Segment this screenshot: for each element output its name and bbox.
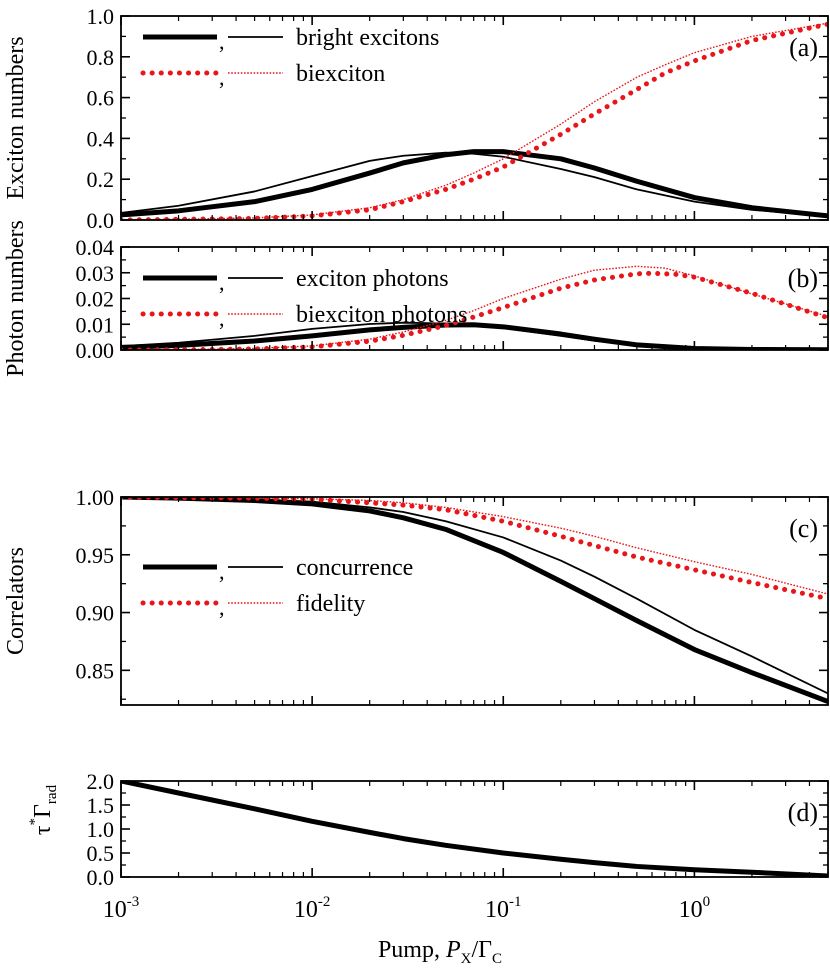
series-line-c-black-thin (121, 497, 828, 695)
xtick-label-2: 10-1 (485, 894, 521, 923)
xlabel-gamma-sub: C (492, 951, 502, 967)
xlabel-slash: / (471, 937, 478, 963)
ytick-label-c-1: 0.90 (76, 601, 115, 626)
legend-comma-a-0: , (219, 29, 225, 54)
panel-label-c: (c) (789, 514, 818, 543)
xtick-label-base-1: 10 (294, 897, 318, 923)
ytick-label-b-3: 0.03 (76, 261, 115, 286)
ytick-label-a-0: 0.0 (87, 208, 115, 233)
ytick-label-a-3: 0.6 (87, 86, 115, 111)
axes-frame-a (120, 15, 829, 221)
legend-label-a-1: biexciton (296, 61, 385, 87)
ytick-label-d-4: 2.0 (87, 769, 115, 794)
xtick-label-exp-2: -1 (509, 894, 521, 910)
legend-label-a-0: bright excitons (296, 25, 439, 51)
ytick-label-b-2: 0.02 (76, 287, 115, 312)
legend-label-c-1: fidelity (296, 591, 365, 617)
xtick-label-3: 100 (679, 894, 711, 923)
xtick-label-0: 10-3 (103, 894, 140, 923)
axes-frame-c (120, 496, 829, 706)
ytick-label-a-5: 1.0 (87, 4, 115, 29)
legend-comma-a-1: , (219, 65, 225, 90)
xtick-label-base-0: 10 (103, 897, 127, 923)
ytick-label-a-1: 0.2 (87, 167, 115, 192)
xlabel-gamma: Γ (478, 937, 492, 963)
axes-frame-b (120, 246, 829, 351)
ylabel-d-gamma: Γ (30, 804, 56, 818)
panel-c: 0.85 0.90 0.95 1.00 (c) Correlators, concurren… (3, 485, 829, 706)
xlabel-prefix: Pump, (378, 937, 446, 963)
legend-label-b-0: exciton photons (296, 266, 449, 292)
ylabel-d-tau: τ (30, 825, 56, 835)
legend-label-b-1: biexciton photons (296, 302, 467, 328)
ylabel-d-star: * (27, 818, 43, 826)
ytick-label-c-3: 1.00 (76, 485, 115, 510)
ytick-label-a-2: 0.4 (87, 126, 115, 151)
ytick-label-a-4: 0.8 (87, 45, 115, 70)
series-line-a-black-thick (121, 149, 828, 219)
series-line-c-red-dotted-thick (121, 497, 828, 602)
ytick-label-b-1: 0.01 (76, 312, 115, 337)
series-line-b-red-dotted-thin (121, 265, 828, 350)
ytick-label-d-2: 1.0 (87, 817, 115, 842)
series-line-b-red-dotted-thick (121, 270, 828, 350)
xtick-label-1: 10-2 (294, 894, 331, 923)
xtick-label-base-2: 10 (485, 897, 509, 923)
panel-a: 0.0 0.2 0.4 0.6 0.8 1.0 (a) Exciton numbers, bri… (3, 4, 829, 233)
ytick-label-d-0: 0.0 (87, 865, 115, 890)
panel-b: 0.000.010.020.030.04 (b) Photon numbers, ex… (3, 220, 829, 377)
ytick-label-c-2: 0.95 (76, 543, 115, 568)
series-line-a-red-dotted-thick (121, 21, 828, 220)
legend-label-c-0: concurrence (296, 555, 413, 581)
ylabel-c: Correlators (3, 547, 29, 655)
panel-label-b: (b) (788, 264, 818, 293)
x-axis-label: Pump, PX/ΓC (378, 937, 502, 967)
series-line-d-black-thick (121, 781, 828, 877)
series-line-c-red-dotted-thin (121, 497, 828, 595)
xtick-label-base-3: 10 (679, 897, 703, 923)
panel-d: 0.00.51.01.52.0(d)10-3 10-2 10-1 100 (87, 769, 829, 923)
ytick-label-d-1: 0.5 (87, 841, 115, 866)
ytick-label-c-0: 0.85 (76, 658, 115, 683)
ylabel-d: τ*Γrad (27, 784, 60, 835)
series-line-b-black-thin (121, 321, 828, 350)
ytick-label-d-3: 1.5 (87, 793, 115, 818)
xtick-label-exp-3: 0 (703, 894, 711, 910)
legend-comma-b-1: , (219, 306, 225, 331)
series-line-c-black-thick (121, 497, 828, 704)
axes-frame-d (120, 780, 829, 878)
ylabel-b: Photon numbers (3, 220, 29, 377)
xlabel-p: P (445, 937, 461, 963)
legend-comma-c-1: , (219, 595, 225, 620)
xlabel-p-sub: X (461, 951, 472, 967)
legend-comma-c-0: , (219, 559, 225, 584)
panel-label-d: (d) (788, 798, 818, 827)
legend-comma-b-0: , (219, 270, 225, 295)
ylabel-a: Exciton numbers (3, 36, 29, 199)
xtick-label-exp-0: -3 (127, 894, 140, 910)
ytick-label-b-0: 0.00 (76, 338, 115, 363)
series-line-b-black-thick (121, 322, 828, 350)
panel-label-a: (a) (789, 33, 818, 62)
ylabel-d-sub: rad (44, 784, 60, 804)
xtick-label-exp-1: -2 (318, 894, 331, 910)
series-line-a-red-dotted-thin (121, 22, 828, 220)
ytick-label-b-4: 0.04 (76, 235, 115, 260)
series-line-a-black-thin (121, 151, 828, 217)
